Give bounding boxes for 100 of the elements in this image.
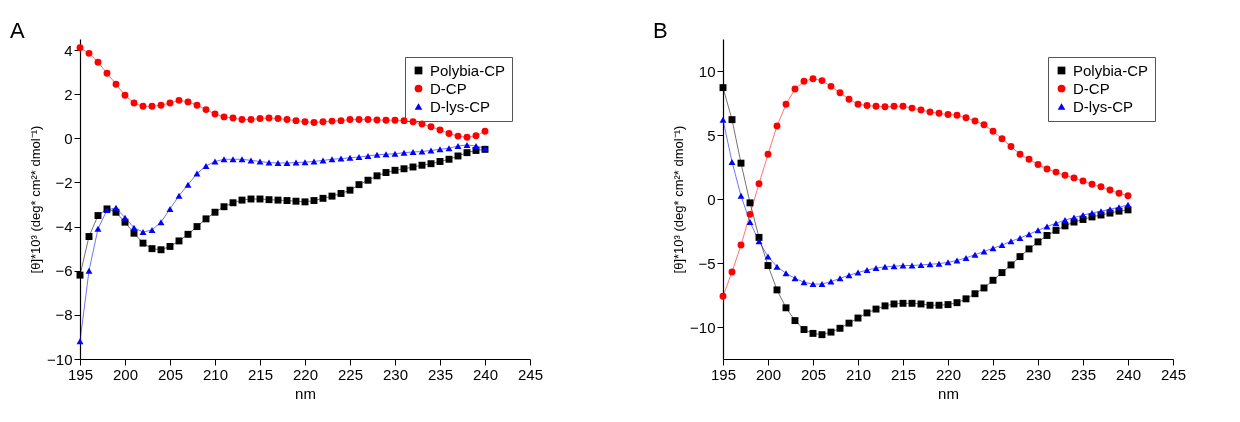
y-tick-label: 4 — [64, 41, 73, 59]
point — [139, 229, 147, 236]
point — [737, 192, 745, 199]
point — [1034, 160, 1042, 168]
point — [427, 123, 435, 131]
point — [94, 225, 102, 232]
point — [121, 91, 129, 99]
x-tick-label: 210 — [845, 365, 872, 383]
point — [1079, 212, 1087, 218]
point — [175, 192, 183, 199]
y-tick-label: 0 — [64, 129, 73, 147]
x-tick-label: 240 — [1115, 365, 1142, 383]
point — [157, 219, 165, 226]
y-tick-label: −2 — [55, 173, 73, 191]
point — [373, 116, 381, 124]
x-tick-label: 215 — [890, 365, 917, 383]
point — [1016, 235, 1024, 242]
x-tick-label: 200 — [112, 365, 139, 383]
point — [130, 99, 138, 107]
point — [463, 133, 471, 141]
point — [962, 254, 970, 261]
point — [1124, 192, 1132, 200]
y-tick-label: −4 — [55, 218, 73, 236]
x-tick-label: 195 — [710, 365, 737, 383]
point — [1097, 183, 1105, 191]
point — [863, 267, 871, 274]
legend-label: D-lys-CP — [430, 97, 490, 115]
point — [773, 263, 781, 270]
point — [1124, 201, 1132, 208]
point — [148, 226, 156, 233]
point — [274, 160, 282, 167]
point — [175, 96, 183, 104]
point — [373, 151, 381, 158]
point — [193, 101, 201, 109]
point — [481, 127, 489, 135]
point — [265, 114, 273, 122]
point — [130, 224, 138, 231]
point — [908, 262, 916, 269]
x-tick-label: 205 — [157, 365, 184, 383]
x-tick-label: 225 — [980, 365, 1007, 383]
point — [463, 141, 471, 148]
point — [202, 162, 210, 169]
y-tick-label: 10 — [698, 62, 716, 80]
point — [292, 117, 300, 125]
point — [827, 82, 835, 90]
point — [157, 101, 165, 109]
point — [283, 160, 291, 167]
point — [908, 104, 916, 112]
point — [1115, 189, 1123, 197]
point — [1052, 168, 1060, 176]
point — [1097, 208, 1105, 215]
point — [148, 102, 156, 110]
point — [764, 150, 772, 158]
point — [755, 180, 763, 188]
y-axis-title: [θ]*10³ (deg* cm²* dmol⁻¹) — [28, 125, 44, 274]
point — [1016, 150, 1024, 158]
point — [193, 170, 201, 177]
x-tick-label: 220 — [292, 365, 319, 383]
point — [881, 263, 889, 270]
point — [211, 110, 219, 118]
point — [962, 114, 970, 122]
point — [409, 148, 417, 155]
point — [773, 122, 781, 130]
point — [445, 130, 453, 137]
point — [1007, 143, 1015, 150]
point — [454, 132, 462, 140]
point — [184, 98, 192, 106]
point — [418, 148, 426, 155]
point — [1043, 223, 1051, 230]
x-axis-title: nm — [295, 384, 316, 402]
point — [436, 126, 444, 134]
x-tick-label: 245 — [1160, 365, 1187, 383]
point — [1106, 186, 1114, 194]
point — [400, 149, 408, 156]
point — [382, 116, 390, 124]
point — [989, 127, 997, 135]
point — [301, 159, 309, 166]
x-tick-label: 235 — [427, 365, 454, 383]
point — [184, 181, 192, 188]
point — [836, 89, 844, 97]
point — [899, 102, 907, 110]
y-tick-label: −8 — [55, 306, 73, 324]
point — [1061, 217, 1069, 224]
point — [917, 106, 925, 114]
point — [247, 116, 255, 124]
point — [391, 150, 399, 157]
y-tick-label: 2 — [64, 85, 73, 103]
point — [112, 80, 120, 88]
legend-label: Polybia-CP — [1073, 61, 1149, 79]
y-tick-label: 0 — [707, 190, 716, 208]
chart-title: A — [10, 18, 25, 43]
point — [854, 269, 862, 276]
y-tick-label: −6 — [55, 262, 73, 280]
point — [800, 77, 808, 85]
point — [220, 113, 228, 121]
point — [737, 241, 745, 249]
point — [746, 219, 754, 226]
point — [746, 210, 754, 218]
point — [238, 116, 246, 124]
point — [1088, 210, 1096, 217]
